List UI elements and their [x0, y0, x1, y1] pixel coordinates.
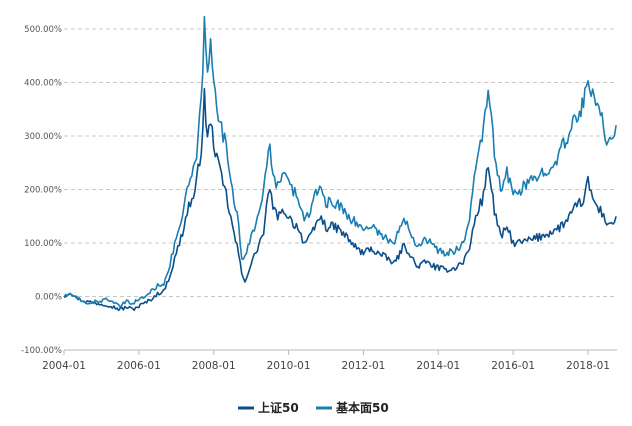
- legend-item-1[interactable]: 上证50: [238, 400, 299, 415]
- y-tick-label: 300.00%: [24, 132, 62, 142]
- x-tick-label: 2016-01: [491, 360, 535, 372]
- legend-label: 上证50: [258, 400, 299, 415]
- legend-label: 基本面50: [335, 400, 389, 415]
- x-tick-label: 2012-01: [341, 360, 385, 372]
- series-line-1: [64, 89, 616, 311]
- x-tick-label: 2008-01: [192, 360, 236, 372]
- y-tick-label: 400.00%: [24, 79, 62, 89]
- x-tick-label: 2014-01: [416, 360, 460, 372]
- x-tick-label: 2006-01: [117, 360, 161, 372]
- x-tick-label: 2018-01: [566, 360, 610, 372]
- y-tick-label: 100.00%: [24, 239, 62, 249]
- legend-item-2[interactable]: 基本面50: [316, 400, 389, 415]
- y-tick-label: 0.00%: [35, 293, 62, 303]
- grid-layer: [64, 29, 617, 297]
- y-tick-label: 500.00%: [24, 25, 62, 35]
- y-tick-label: 200.00%: [24, 186, 62, 196]
- series-layer: [64, 17, 616, 311]
- x-tick-label: 2010-01: [267, 360, 311, 372]
- legend[interactable]: 上证50 基本面50: [238, 400, 389, 415]
- y-tick-label: -100.00%: [21, 346, 62, 356]
- x-axis: 2004-01 2006-01 2008-01 2010-01 2012-01 2014-…: [42, 350, 617, 372]
- y-axis: 500.00% 400.00% 300.00% 200.00% 100.00% 0.00%…: [21, 25, 62, 356]
- series-line-2: [64, 17, 616, 307]
- x-tick-label: 2004-01: [42, 360, 86, 372]
